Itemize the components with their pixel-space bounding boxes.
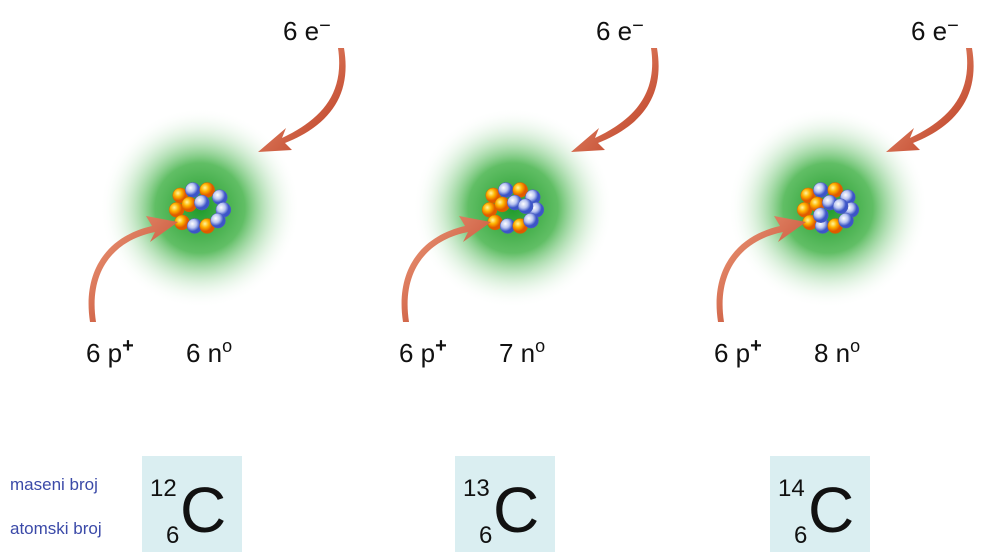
electron-charge: − (947, 15, 959, 37)
nucleus (482, 183, 544, 234)
neutron (833, 199, 848, 214)
neutron (813, 183, 828, 198)
proton-charge: + (750, 335, 762, 357)
electron-count: 6 e (911, 16, 947, 46)
mass-number: 13 (463, 475, 490, 502)
neutron (518, 199, 533, 214)
neutron-charge: o (535, 336, 545, 356)
electron-label: 6 e− (596, 15, 644, 46)
mass-number: 12 (150, 475, 177, 502)
neutron-count: 8 n (814, 338, 850, 368)
proton-label: 6 p+ (86, 335, 134, 368)
proton-label: 6 p+ (714, 335, 762, 368)
electron-label: 6 e− (911, 15, 959, 46)
atomic-number: 6 (794, 522, 807, 549)
element-symbol: C (180, 474, 226, 546)
mass-number-label: maseni broj (10, 475, 98, 494)
proton-charge: + (435, 335, 447, 357)
neutron (211, 213, 226, 228)
electron-charge: − (319, 15, 331, 37)
neutron-label: 6 no (186, 336, 232, 368)
neutron-charge: o (850, 336, 860, 356)
electron-count: 6 e (283, 16, 319, 46)
atomic-number: 6 (479, 522, 492, 549)
neutron (524, 213, 539, 228)
proton-count: 6 p (399, 338, 435, 368)
proton-charge: + (122, 335, 134, 357)
neutron-charge: o (222, 336, 232, 356)
isotope-diagram: maseni broj atomski broj 6 e−6 p+6 no126… (0, 0, 981, 552)
electron-arrow (258, 48, 346, 152)
neutron (194, 195, 209, 210)
electron-count: 6 e (596, 16, 632, 46)
neutron (185, 183, 200, 198)
neutron (839, 213, 854, 228)
electron-arrow (571, 48, 659, 152)
proton-count: 6 p (86, 338, 122, 368)
nucleus (797, 183, 859, 234)
electron-charge: − (632, 15, 644, 37)
neutron (813, 208, 828, 223)
electron-arrow (886, 48, 974, 152)
neutron (498, 183, 513, 198)
neutron-count: 7 n (499, 338, 535, 368)
neutron-label: 8 no (814, 336, 860, 368)
element-symbol: C (808, 474, 854, 546)
mass-number: 14 (778, 475, 805, 502)
proton-label: 6 p+ (399, 335, 447, 368)
electron-label: 6 e− (283, 15, 331, 46)
neutron-count: 6 n (186, 338, 222, 368)
atomic-number: 6 (166, 522, 179, 549)
neutron-label: 7 no (499, 336, 545, 368)
atomic-number-label: atomski broj (10, 519, 102, 538)
proton-count: 6 p (714, 338, 750, 368)
nucleus (169, 183, 231, 234)
element-symbol: C (493, 474, 539, 546)
